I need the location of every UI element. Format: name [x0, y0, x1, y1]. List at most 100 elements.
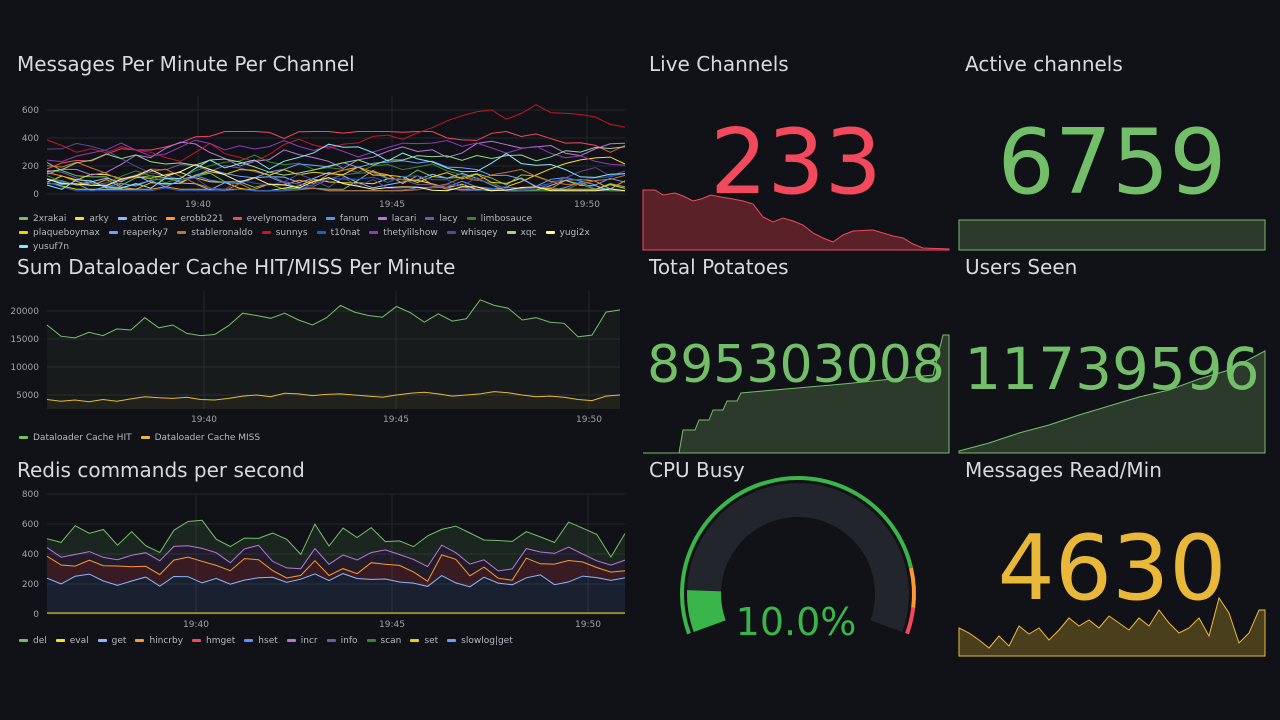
- legend-item[interactable]: lacari: [377, 212, 417, 226]
- legend-item[interactable]: lacy: [425, 212, 458, 226]
- legend-item[interactable]: whisqey: [446, 226, 498, 240]
- legend-color-swatch: [19, 245, 28, 248]
- legend-label: limbosauce: [480, 214, 533, 224]
- legend-color-swatch: [19, 436, 28, 439]
- legend-item[interactable]: 2xrakai: [19, 212, 66, 226]
- legend-label: fanum: [339, 214, 369, 224]
- series-area: [47, 299, 620, 409]
- legend-item[interactable]: limbosauce: [466, 212, 533, 226]
- legend-item[interactable]: thetylilshow: [369, 226, 438, 240]
- cache-chart[interactable]: 20000 15000 10000 5000 19:40 19:45 19:50: [10, 255, 627, 430]
- legend-item[interactable]: atrioc: [117, 212, 157, 226]
- redis-commands-panel[interactable]: Redis commands per second 800 600 400 200 0 1…: [17, 458, 627, 653]
- gauge-arc: [909, 567, 916, 608]
- y-tick-label: 0: [33, 610, 39, 620]
- series-area: [47, 391, 620, 409]
- panel-title: Messages Read/Min: [965, 458, 1162, 482]
- legend-item[interactable]: xqc: [506, 226, 537, 240]
- legend-label: whisqey: [460, 228, 498, 238]
- y-tick-label: 200: [22, 162, 39, 172]
- legend-item[interactable]: reaperky7: [108, 226, 168, 240]
- legend-label: erobb221: [180, 214, 224, 224]
- total-potatoes-value: 895303008: [647, 335, 945, 395]
- legend-item[interactable]: t10nat: [316, 226, 361, 240]
- legend-label: plaqueboymax: [33, 228, 100, 238]
- legend-label: stableronaldo: [191, 228, 253, 238]
- legend-item[interactable]: erobb221: [166, 212, 224, 226]
- legend-item[interactable]: yusuf7n: [19, 240, 69, 254]
- cpu-busy-panel[interactable]: CPU Busy 10.0%: [643, 458, 949, 656]
- legend-item[interactable]: scan: [366, 634, 401, 648]
- x-tick-label: 19:50: [574, 200, 600, 210]
- gauge-arc: [905, 607, 916, 635]
- series-line: [46, 104, 626, 162]
- total-potatoes-panel[interactable]: Total Potatoes 895303008: [643, 255, 950, 454]
- live-channels-panel[interactable]: Live Channels 233: [642, 52, 950, 251]
- y-tick-label: 400: [22, 134, 39, 144]
- legend-color-swatch: [192, 639, 202, 642]
- legend-label: Dataloader Cache HIT: [33, 433, 132, 443]
- redis-chart[interactable]: 800 600 400 200 0 19:40 19:45 19:50: [17, 458, 627, 633]
- legend-label: 2xrakai: [33, 214, 67, 224]
- panel-title: Sum Dataloader Cache HIT/MISS Per Minute: [17, 255, 456, 279]
- legend-item[interactable]: incr: [286, 634, 318, 648]
- panel-title: CPU Busy: [649, 458, 745, 482]
- legend-color-swatch: [447, 639, 457, 642]
- legend-color-swatch: [466, 217, 476, 220]
- cpu-gauge: [680, 476, 916, 635]
- live-channels-sparkline: [642, 189, 950, 251]
- legend-label: t10nat: [330, 228, 361, 238]
- legend-color-swatch: [366, 639, 376, 642]
- legend-color-swatch: [261, 231, 271, 234]
- legend-label: Dataloader Cache MISS: [154, 433, 261, 443]
- messages-chart[interactable]: 600 400 200 0 19:40 19:45 19:50: [17, 52, 627, 210]
- legend-color-swatch: [166, 217, 176, 220]
- legend-item[interactable]: hincrby: [135, 634, 183, 648]
- series-area: [47, 554, 625, 587]
- panel-title: Total Potatoes: [649, 255, 789, 279]
- active-channels-panel[interactable]: Active channels 6759: [958, 52, 1266, 251]
- legend-item[interactable]: stableronaldo: [177, 226, 253, 240]
- x-tick-label: 19:45: [379, 200, 405, 210]
- series-line: [46, 164, 626, 192]
- series-line: [46, 544, 626, 572]
- legend-item[interactable]: eval: [55, 634, 89, 648]
- y-tick-label: 400: [22, 550, 39, 560]
- legend-item[interactable]: hmget: [192, 634, 235, 648]
- dataloader-cache-panel[interactable]: Sum Dataloader Cache HIT/MISS Per Minute…: [10, 255, 627, 450]
- messages-read-panel[interactable]: Messages Read/Min 4630: [958, 458, 1266, 657]
- legend-label: lacari: [391, 214, 417, 224]
- legend-label: incr: [300, 636, 318, 646]
- legend-color-swatch: [19, 639, 28, 642]
- y-tick-label: 20000: [10, 307, 39, 317]
- legend-item[interactable]: yugi2x: [545, 226, 590, 240]
- legend-item[interactable]: get: [97, 634, 126, 648]
- series-line: [46, 142, 626, 190]
- legend-item[interactable]: info: [326, 634, 358, 648]
- series-area: [47, 520, 625, 571]
- legend-item[interactable]: fanum: [325, 212, 369, 226]
- legend-item[interactable]: plaqueboymax: [19, 226, 100, 240]
- legend-item[interactable]: del: [19, 634, 47, 648]
- messages-per-minute-panel[interactable]: Messages Per Minute Per Channel 600 400 20…: [17, 52, 627, 252]
- users-seen-panel[interactable]: Users Seen 11739596: [958, 255, 1266, 454]
- legend-label: evelynomadera: [246, 214, 317, 224]
- legend-item[interactable]: sunnys: [261, 226, 308, 240]
- x-tick-label: 19:40: [191, 415, 217, 425]
- legend-item[interactable]: Dataloader Cache MISS: [140, 431, 261, 445]
- legend-color-swatch: [506, 231, 516, 234]
- legend-item[interactable]: set: [410, 634, 438, 648]
- legend-item[interactable]: Dataloader Cache HIT: [19, 431, 132, 445]
- legend-item[interactable]: evelynomadera: [232, 212, 317, 226]
- series-line: [46, 519, 626, 558]
- gauge-arc: [680, 476, 913, 635]
- legend-item[interactable]: slowlog|get: [447, 634, 513, 648]
- legend-item[interactable]: hset: [244, 634, 278, 648]
- legend-label: info: [340, 636, 358, 646]
- y-tick-label: 10000: [10, 363, 39, 373]
- chart-legend: 2xrakai arky atrioc erobb221 evelynomadera fa…: [19, 212, 619, 254]
- legend-item[interactable]: arky: [75, 212, 109, 226]
- legend-color-swatch: [325, 217, 335, 220]
- legend-color-swatch: [19, 217, 28, 220]
- gauge-arc: [687, 483, 909, 632]
